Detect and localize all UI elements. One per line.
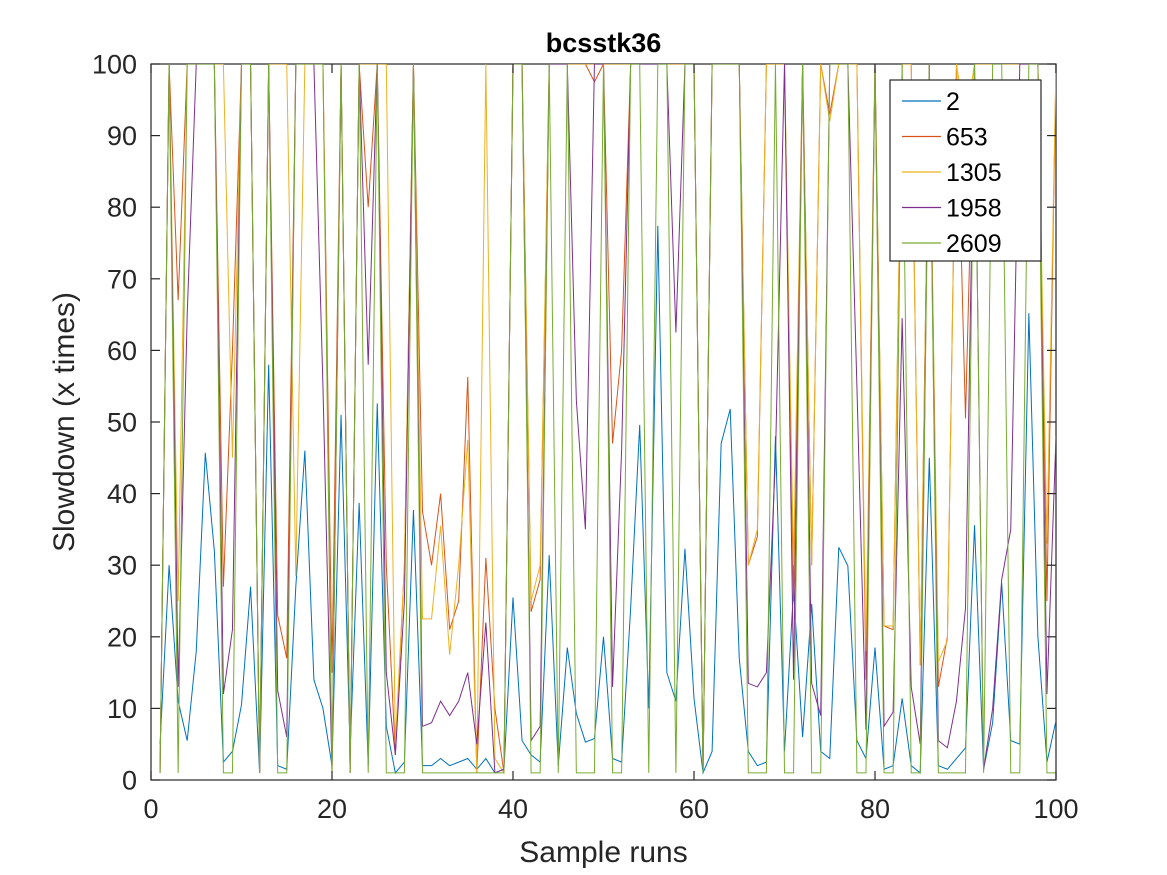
x-tick-label: 20: [317, 794, 347, 824]
series-line-653: [159, 64, 1056, 773]
x-axis-label: Sample runs: [519, 836, 687, 869]
y-tick-label: 80: [107, 193, 137, 223]
y-tick-label: 70: [107, 264, 137, 294]
chart-title: bcsstk36: [546, 28, 662, 58]
series-line-1958: [159, 64, 1056, 774]
legend: 2 653 1305 1958 2609: [889, 79, 1042, 262]
legend-label-1305: 1305: [946, 159, 1002, 187]
y-tick-label: 40: [107, 479, 137, 509]
x-axis-ticks: 0 20 40 60 80 100: [143, 64, 1079, 824]
y-tick-label: 90: [107, 121, 137, 151]
x-tick-label: 40: [498, 794, 528, 824]
y-tick-label: 100: [92, 50, 137, 80]
legend-label-2: 2: [946, 88, 960, 116]
y-tick-label: 30: [107, 551, 137, 581]
y-axis-label: Slowdown (x times): [48, 292, 81, 552]
y-tick-label: 50: [107, 408, 137, 438]
x-tick-label: 60: [679, 794, 709, 824]
y-axis-ticks: 0 10 20 30 40 50 60 70 80 90 100: [92, 50, 1056, 796]
x-tick-label: 100: [1033, 794, 1078, 824]
series-layer: [159, 64, 1056, 775]
y-tick-label: 60: [107, 336, 137, 366]
y-tick-label: 10: [107, 694, 137, 724]
legend-box: [889, 79, 1042, 262]
y-tick-label: 20: [107, 622, 137, 652]
series-line-2609: [159, 64, 1056, 774]
legend-label-2609: 2609: [946, 230, 1002, 258]
x-tick-label: 0: [143, 794, 158, 824]
legend-label-1958: 1958: [946, 195, 1002, 223]
legend-label-653: 653: [946, 124, 988, 152]
series-line-2: [159, 225, 1056, 775]
x-tick-label: 80: [860, 794, 890, 824]
y-tick-label: 0: [122, 766, 137, 796]
